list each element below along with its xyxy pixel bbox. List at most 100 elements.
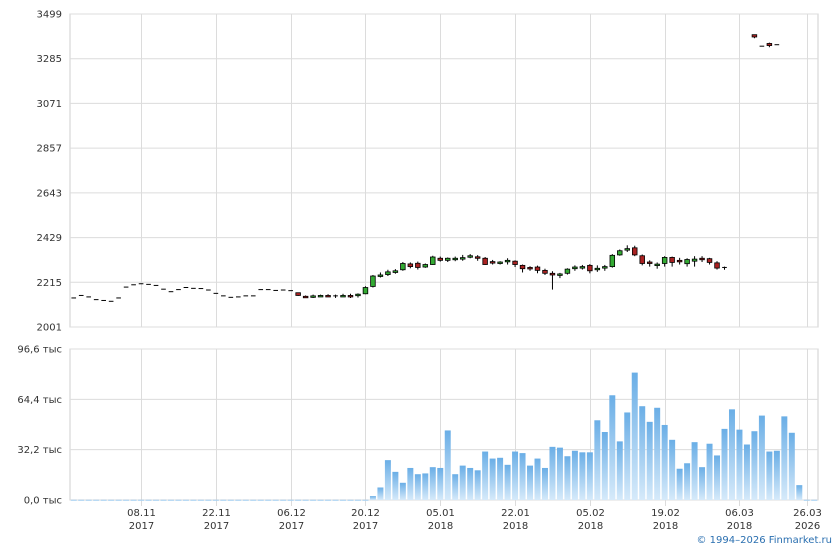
candle-down (437, 257, 443, 261)
volume-bar (422, 473, 429, 500)
candle-up (609, 254, 616, 268)
volume-bar (684, 463, 691, 500)
x-axis-ticks: 08.11 2017 22.11 2017 06.12 2017 20.12 2017 05.0… (127, 508, 822, 532)
candle-down (347, 295, 354, 298)
volume-bar (437, 467, 444, 500)
candle-up (370, 275, 376, 287)
candle-up (617, 250, 623, 256)
volume-bar (691, 442, 698, 500)
candle-up (497, 261, 503, 264)
candle-up (422, 264, 429, 268)
candle-down (669, 257, 675, 263)
volume-bar (287, 499, 294, 501)
volume-bar (549, 446, 556, 500)
candle-down (639, 255, 645, 264)
volume-bar (93, 499, 100, 501)
volume-bar (452, 474, 459, 500)
volume-bar (564, 456, 571, 500)
volume-bar (512, 451, 519, 500)
volume-bar (556, 447, 563, 500)
volume-bar (803, 499, 810, 501)
volume-bar (414, 474, 421, 500)
volume-bar (205, 499, 212, 501)
volume-bar (579, 452, 586, 500)
x-tick-label-year: 2018 (503, 521, 528, 532)
candle-down (482, 257, 488, 265)
x-tick-label-date: 06.12 (277, 508, 306, 519)
price-panel-frame (69, 13, 819, 328)
candle-down (632, 247, 638, 256)
candle-down (542, 269, 548, 274)
volume-tick-label: 64,4 тыс (17, 395, 62, 406)
volume-bar (654, 407, 661, 500)
candle-down (512, 260, 518, 265)
volume-axis-ticks: 96,6 тыс 64,4 тыс 32,2 тыс 0,0 тыс (17, 345, 62, 507)
volume-bar (190, 499, 197, 501)
volume-bar (504, 464, 511, 500)
candle-down (489, 261, 496, 264)
candle-down (295, 292, 301, 296)
price-axis-ticks: 3499 3285 3071 2857 2643 2429 2215 2001 (37, 10, 62, 334)
candle-down (519, 264, 526, 270)
price-tick-label: 3499 (37, 10, 62, 21)
x-tick-label-year: 2017 (279, 521, 304, 532)
volume-bar (138, 499, 145, 501)
price-tick-label: 3285 (37, 54, 62, 65)
copyright-link[interactable]: © 1994–2026 Finmarket.ru (696, 535, 832, 546)
volume-bar (407, 467, 414, 500)
candle-down (676, 259, 683, 263)
x-tick-label-date: 06.03 (725, 508, 754, 519)
candle-up (654, 263, 660, 267)
volume-bar (108, 499, 115, 501)
candle-down (587, 264, 593, 272)
volume-bar (354, 499, 361, 501)
candle-down (766, 43, 773, 46)
volume-bar (377, 487, 384, 500)
volume-bar (325, 499, 332, 501)
candle-down (549, 272, 556, 276)
price-candles (71, 34, 780, 302)
candle-up (430, 256, 436, 265)
volume-bar (766, 451, 773, 500)
volume-bar (594, 420, 601, 500)
candle-up (572, 266, 578, 270)
candle-down (474, 256, 481, 259)
x-tick-label-date: 05.02 (576, 508, 605, 519)
x-tick-label-date: 22.01 (501, 508, 530, 519)
volume-bar (527, 465, 534, 500)
candle-up (557, 273, 563, 276)
volume-tick-label: 32,2 тыс (17, 445, 62, 456)
candle-up (459, 257, 466, 260)
volume-bar (796, 485, 803, 500)
volume-bar (646, 421, 653, 500)
volume-bar (100, 499, 107, 501)
x-tick-label-year: 2017 (204, 521, 229, 532)
volume-bar (609, 395, 616, 500)
candle-up (602, 266, 608, 269)
candle-down (302, 295, 309, 299)
volume-bar (601, 432, 608, 500)
x-tick-label-year: 2026 (795, 521, 820, 532)
candle-up (392, 270, 399, 273)
volume-bar (220, 499, 227, 501)
candle-down (699, 257, 705, 261)
volume-bar (519, 453, 526, 500)
volume-bar (714, 455, 721, 500)
candle-down (751, 34, 758, 38)
x-tick-label-date: 26.03 (793, 508, 822, 519)
volume-bar (459, 465, 466, 500)
volume-bar (482, 451, 489, 500)
candle-up (661, 257, 668, 264)
candle-up (691, 258, 698, 262)
volume-bar (699, 467, 706, 500)
volume-bar (639, 406, 646, 500)
price-grid (69, 13, 819, 328)
candle-up (594, 267, 601, 271)
volume-bar (197, 499, 204, 501)
volume-bar (571, 450, 578, 500)
volume-bar (758, 415, 765, 500)
volume-bar (295, 499, 302, 501)
candle-up (317, 295, 324, 298)
volume-bar (661, 424, 668, 500)
